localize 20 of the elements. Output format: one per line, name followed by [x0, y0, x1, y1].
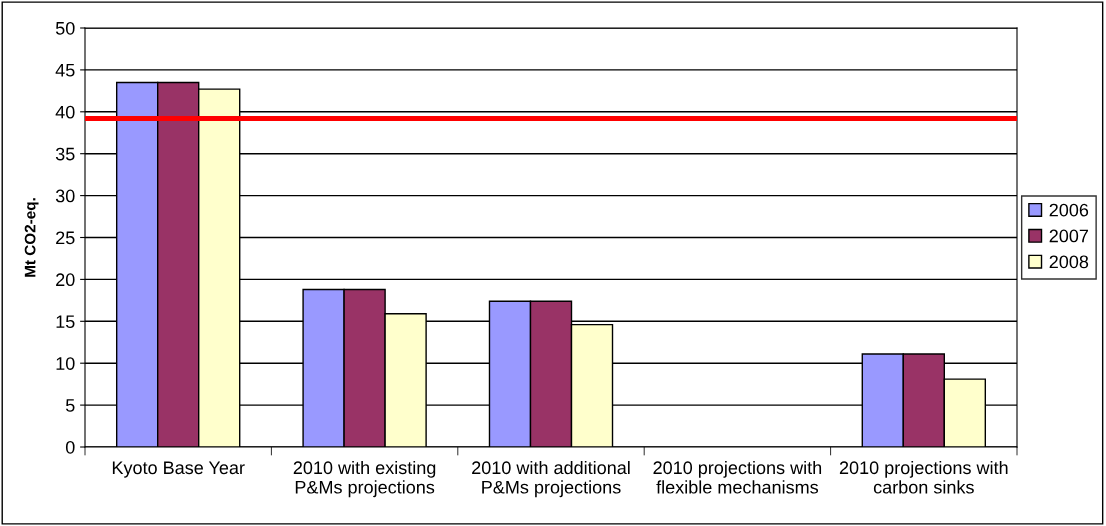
x-tick-label: 2010 projections with carbon sinks: [839, 460, 1008, 494]
y-axis-title: Mt CO2-eq.: [24, 198, 39, 277]
y-tick-label: 10: [56, 357, 75, 370]
x-tick-label: 2010 projections with flexible mechanisms: [653, 460, 822, 494]
y-tick-label: 50: [55, 21, 75, 35]
y-tick-label: 35: [55, 147, 75, 161]
y-tick-label: 5: [65, 399, 75, 412]
y-tick-label: 15: [56, 315, 75, 329]
y-tick-label: 20: [56, 273, 75, 287]
y-tick-label: 40: [55, 105, 75, 119]
legend-label: 2007: [1049, 229, 1088, 243]
y-tick-label: 0: [65, 440, 75, 454]
legend-label: 2006: [1049, 203, 1089, 217]
x-tick-label: 2010 with existing P&Ms projections: [293, 460, 436, 498]
x-tick-label: 2010 with additional P&Ms projections: [472, 460, 630, 498]
y-tick-label: 45: [55, 64, 75, 77]
y-tick-label: 30: [55, 189, 75, 203]
x-tick-label: Kyoto Base Year: [112, 461, 245, 478]
y-tick-label: 25: [56, 231, 75, 245]
legend-label: 2008: [1049, 255, 1089, 269]
